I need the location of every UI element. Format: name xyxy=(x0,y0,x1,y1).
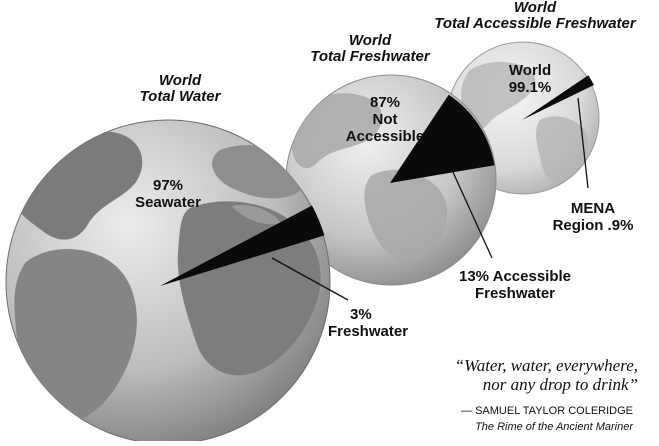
mena-region-line2: Region .9% xyxy=(552,217,634,234)
quote-line1: “Water, water, everywhere, xyxy=(454,356,638,375)
freshwater-wedge xyxy=(160,205,325,286)
quote-author: — SAMUEL TAYLOR COLERIDGE xyxy=(461,405,633,417)
accessible-freshwater-line2: Freshwater xyxy=(474,285,556,302)
total-water-title-line1: World xyxy=(158,72,202,89)
not-accessible-line2: Accessible xyxy=(345,128,425,145)
mena-region-wedge xyxy=(522,75,594,120)
world-share-text: World xyxy=(508,62,552,79)
total-freshwater-title-line1: World xyxy=(348,32,392,49)
seawater-text: Seawater xyxy=(135,194,201,211)
total-water-title-line2: Total Water xyxy=(139,88,221,105)
not-accessible-value: 87% xyxy=(369,94,401,111)
accessible-freshwater-title-line1: World xyxy=(513,0,557,16)
accessible-freshwater-title: World Total Accessible Freshwater xyxy=(420,0,650,32)
mena-region-label: MENA Region .9% xyxy=(548,200,638,234)
leader-lines xyxy=(271,97,589,301)
total-freshwater-title-line2: Total Freshwater xyxy=(310,48,430,65)
accessible-freshwater-wedge xyxy=(390,94,495,183)
leader-line-freshwater xyxy=(271,257,349,301)
quote-source: The Rime of the Ancient Mariner xyxy=(475,421,633,433)
accessible-freshwater-label: 13% Accessible Freshwater xyxy=(450,268,580,302)
total-freshwater-title: World Total Freshwater xyxy=(290,33,450,65)
accessible-freshwater-line1: 13% Accessible xyxy=(458,268,572,285)
accessible-freshwater-title-line2: Total Accessible Freshwater xyxy=(434,15,636,32)
globe-total-water xyxy=(5,119,331,445)
freshwater-label: 3% Freshwater xyxy=(328,306,408,340)
seawater-label: 97% Seawater xyxy=(118,177,218,211)
total-water-title: World Total Water xyxy=(130,73,230,105)
quote-line2: nor any drop to drink” xyxy=(482,375,638,394)
world-share-value: 99.1% xyxy=(508,79,552,96)
seawater-value: 97% xyxy=(152,177,184,194)
freshwater-text: Freshwater xyxy=(328,323,409,340)
leader-line-accessible xyxy=(451,169,493,259)
coleridge-quote: “Water, water, everywhere, nor any drop … xyxy=(355,356,638,394)
not-accessible-line1: Not xyxy=(372,111,398,128)
mena-region-line1: MENA xyxy=(570,200,616,217)
world-share-label: World 99.1% xyxy=(490,62,570,96)
not-accessible-label: 87% Not Accessible xyxy=(335,94,435,145)
freshwater-value: 3% xyxy=(350,306,372,323)
leader-line-mena xyxy=(577,97,589,189)
